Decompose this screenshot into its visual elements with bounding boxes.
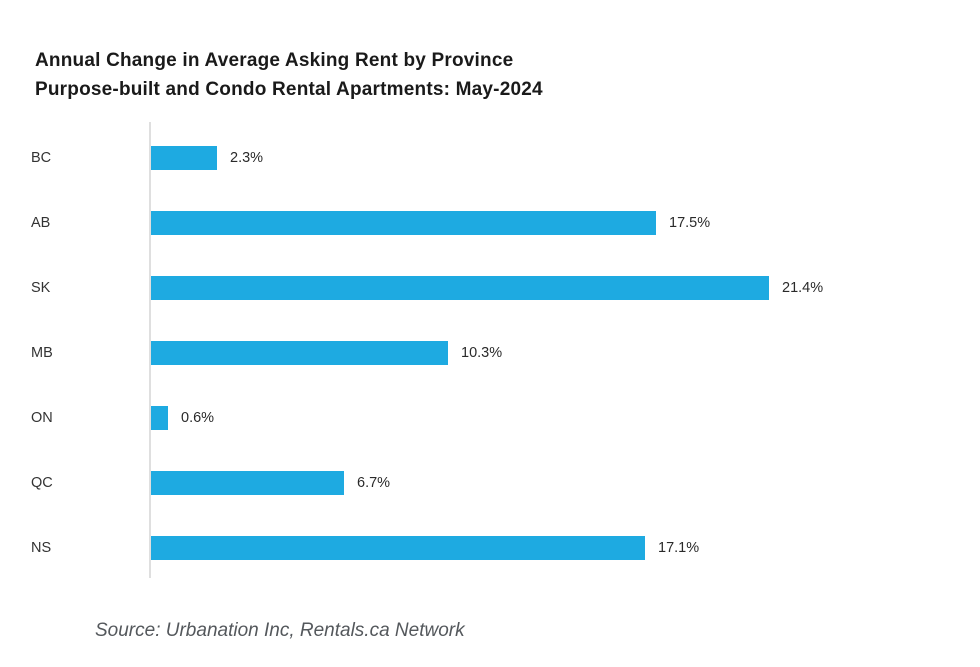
- bar: [151, 340, 448, 365]
- bar-area: 0.6%: [151, 385, 214, 450]
- value-label: 2.3%: [230, 149, 264, 166]
- chart-title: Annual Change in Average Asking Rent by …: [35, 46, 543, 104]
- bar: [151, 535, 645, 560]
- bar-area: 17.1%: [151, 515, 699, 580]
- bar-row: AB 17.5%: [0, 190, 980, 255]
- source-caption: Source: Urbanation Inc, Rentals.ca Netwo…: [95, 620, 465, 641]
- chart-title-line2: Purpose-built and Condo Rental Apartment…: [35, 79, 543, 100]
- bar-area: 2.3%: [151, 125, 263, 190]
- value-label: 21.4%: [782, 279, 824, 296]
- category-label: QC: [31, 474, 53, 491]
- value-label: 17.5%: [669, 214, 711, 231]
- y-axis-line: [149, 122, 151, 578]
- bar-row: MB 10.3%: [0, 320, 980, 385]
- bar: [151, 470, 344, 495]
- value-label: 17.1%: [658, 539, 700, 556]
- bar-rows: BC 2.3% AB 17.5% SK 21.4% MB 10.3% ON 0.6% QC 6.7% N…: [0, 125, 980, 580]
- bar-area: 21.4%: [151, 255, 823, 320]
- bar-row: BC 2.3%: [0, 125, 980, 190]
- bar: [151, 275, 769, 300]
- category-label: SK: [31, 279, 51, 296]
- bar-row: NS 17.1%: [0, 515, 980, 580]
- category-label: ON: [31, 409, 53, 426]
- category-label: BC: [31, 149, 52, 166]
- value-label: 0.6%: [181, 409, 215, 426]
- bar-area: 17.5%: [151, 190, 710, 255]
- bar: [151, 405, 168, 430]
- category-label: AB: [31, 214, 51, 231]
- bar-row: ON 0.6%: [0, 385, 980, 450]
- chart-title-line1: Annual Change in Average Asking Rent by …: [35, 50, 514, 71]
- value-label: 6.7%: [357, 474, 391, 491]
- bar-area: 10.3%: [151, 320, 502, 385]
- bar-chart: BC 2.3% AB 17.5% SK 21.4% MB 10.3% ON 0.6% QC 6.7% N…: [0, 122, 980, 578]
- bar-row: SK 21.4%: [0, 255, 980, 320]
- bar: [151, 210, 656, 235]
- value-label: 10.3%: [461, 344, 503, 361]
- bar-row: QC 6.7%: [0, 450, 980, 515]
- category-label: MB: [31, 344, 53, 361]
- category-label: NS: [31, 539, 52, 556]
- bar: [151, 145, 217, 170]
- bar-area: 6.7%: [151, 450, 390, 515]
